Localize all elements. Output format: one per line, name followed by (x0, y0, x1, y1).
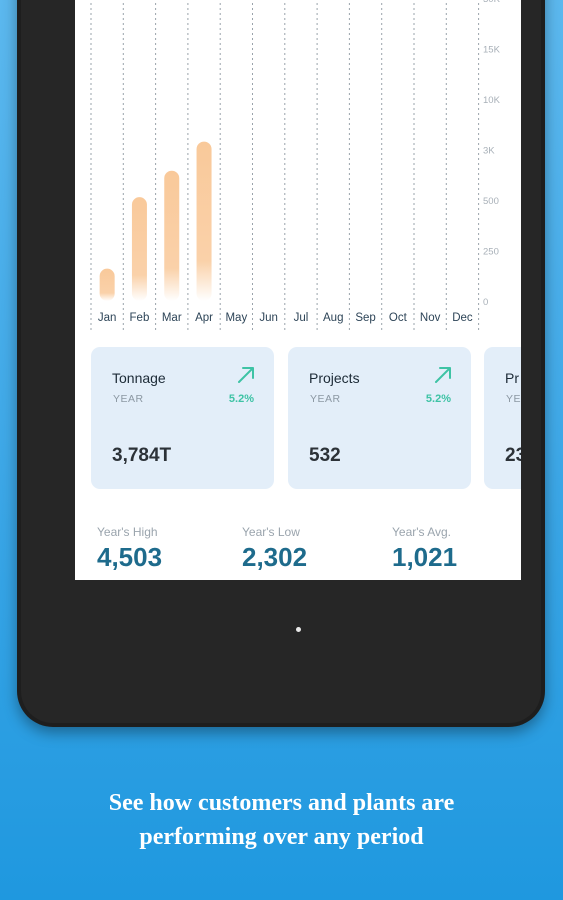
month-label-may: May (225, 312, 247, 324)
tagline: See how customers and plants are perform… (0, 786, 563, 854)
stat-label: Year's High (97, 525, 158, 539)
card-projects[interactable]: Projects YEAR 5.2% 532 (288, 347, 471, 489)
month-label-apr: Apr (195, 312, 213, 324)
y-tick-label: 250 (483, 247, 499, 258)
y-tick-label: 10K (483, 95, 501, 106)
card-title: Pr (505, 370, 519, 386)
month-label-nov: Nov (420, 312, 441, 324)
bar-mar[interactable] (164, 170, 180, 301)
month-label-jan: Jan (98, 312, 117, 324)
card-value: 3,784T (112, 445, 172, 466)
card-tonnage[interactable]: Tonnage YEAR 5.2% 3,784T (91, 347, 274, 489)
stat-value: 1,021 (392, 542, 458, 572)
stat-value: 4,503 (97, 542, 163, 572)
card-period: YEAR (310, 393, 341, 405)
y-tick-label: 0 (483, 297, 488, 308)
tagline-line-2: performing over any period (139, 824, 424, 850)
trend-up-arrow-icon (435, 367, 451, 383)
month-label-oct: Oct (389, 312, 408, 324)
card-title: Projects (309, 370, 360, 386)
y-tick-label: 30K (483, 0, 501, 5)
stat-year-low: Year's Low 2,302 (242, 525, 307, 573)
bar-apr[interactable] (196, 141, 212, 301)
y-tick-label: 15K (483, 45, 501, 56)
card-value: 23 (505, 445, 521, 466)
card-period: YEAR (113, 393, 144, 405)
y-tick-label: 500 (483, 196, 499, 207)
month-label-dec: Dec (452, 312, 473, 324)
month-label-aug: Aug (323, 312, 343, 324)
summary-cards: Tonnage YEAR 5.2% 3,784T Projects YEAR 5… (91, 347, 521, 489)
month-label-feb: Feb (130, 312, 150, 324)
stat-year-high: Year's High 4,503 (97, 525, 162, 573)
year-stats: Year's High 4,503 Year's Low 2,302 Year'… (75, 525, 521, 580)
card-partial[interactable]: Pr YE 23 (484, 347, 521, 489)
card-change: 5.2% (228, 393, 254, 405)
card-value: 532 (309, 445, 341, 466)
home-indicator (296, 627, 301, 632)
monthly-bar-chart: 30K 15K 10K 3K 500 250 0 Jan Feb Mar Apr May Jun Jul A… (90, 0, 501, 332)
trend-up-arrow-icon (238, 367, 254, 383)
card-change: 5.2% (425, 393, 451, 405)
stat-label: Year's Low (242, 525, 300, 539)
month-label-jun: Jun (259, 312, 278, 324)
stat-label: Year's Avg. (392, 525, 452, 539)
bar-feb[interactable] (131, 197, 147, 301)
app-screen: 2021 30K15K10K3K5002500JanFebMarAprMayJu… (75, 0, 521, 580)
card-title: Tonnage (112, 370, 166, 386)
stat-value: 2,302 (242, 542, 308, 572)
bar-jan[interactable] (99, 268, 115, 301)
card-period: YE (506, 393, 521, 405)
tagline-line-1: See how customers and plants are (108, 790, 455, 816)
y-tick-label: 3K (483, 146, 495, 157)
month-label-sep: Sep (355, 312, 375, 324)
stat-year-avg: Year's Avg. 1,021 (392, 525, 457, 573)
month-label-jul: Jul (294, 312, 309, 324)
tablet-device: 2021 30K15K10K3K5002500JanFebMarAprMayJu… (17, 0, 545, 727)
month-label-mar: Mar (162, 312, 182, 324)
